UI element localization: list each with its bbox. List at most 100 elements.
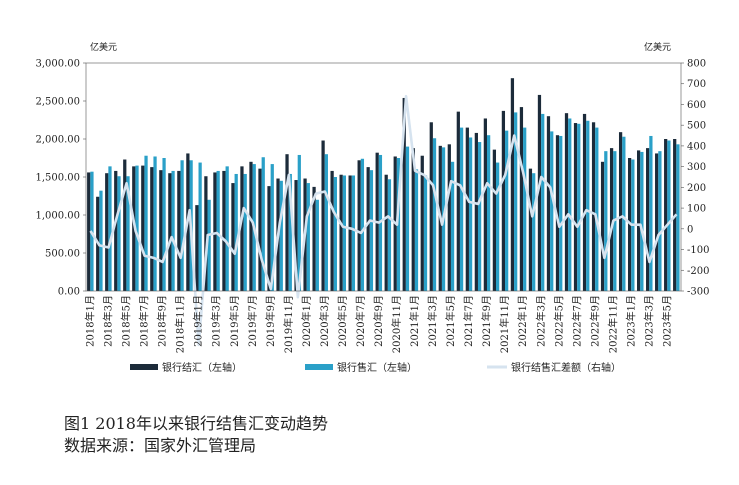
- bar-sales: [468, 137, 473, 291]
- bars: [87, 78, 680, 292]
- x-tick-label: 2020年3月: [318, 295, 331, 347]
- legend-swatch: [305, 364, 333, 370]
- bar-settlement: [465, 127, 469, 291]
- bar-sales: [649, 135, 653, 291]
- bar-sales: [477, 142, 482, 291]
- axes: 0.00 500.00 1,000.00 1,500.00 2,000.00 2,500.…: [35, 59, 709, 354]
- lines: [89, 94, 678, 347]
- bar-sales: [180, 160, 184, 291]
- bar-settlement: [231, 183, 235, 291]
- x-tick-label: 2023年1月: [624, 295, 637, 347]
- bar-sales: [270, 164, 274, 291]
- bar-settlement: [564, 113, 569, 291]
- x-tick-label: 2018年11月: [174, 295, 187, 353]
- bar-settlement: [501, 110, 506, 291]
- bar-settlement: [474, 132, 478, 291]
- bar-settlement: [510, 78, 515, 291]
- x-tick-label: 2020年9月: [372, 295, 385, 347]
- x-tick-label: 2022年9月: [588, 295, 601, 347]
- bar-settlement: [546, 116, 551, 291]
- bar-settlement: [537, 94, 542, 291]
- bar-settlement: [357, 160, 361, 291]
- bar-settlement: [150, 167, 154, 291]
- bar-sales: [360, 158, 365, 291]
- bar-sales: [523, 127, 527, 291]
- bar-sales: [342, 175, 346, 291]
- bar-settlement: [213, 172, 217, 291]
- bar-sales: [162, 158, 166, 291]
- bar-settlement: [411, 148, 415, 291]
- bar-sales: [514, 112, 518, 292]
- bar-sales: [577, 123, 581, 291]
- bar-sales: [315, 199, 319, 291]
- x-tick-label: 2018年1月: [84, 295, 97, 347]
- bar-sales: [279, 180, 283, 291]
- bar-settlement: [384, 174, 388, 291]
- right-tick-label: 400: [687, 141, 706, 152]
- bar-sales: [676, 144, 680, 291]
- bar-sales: [622, 136, 626, 291]
- bar-sales: [261, 157, 265, 291]
- x-tick-label: 2019年7月: [246, 295, 259, 347]
- bar-settlement: [456, 111, 460, 291]
- bar-sales: [423, 175, 428, 291]
- x-tick-label: 2021年1月: [408, 295, 421, 347]
- bar-sales: [658, 151, 662, 291]
- bar-sales: [640, 151, 644, 291]
- bar-settlement: [105, 173, 109, 291]
- bar-sales: [117, 176, 121, 291]
- left-tick-label: 0.00: [58, 287, 80, 298]
- bar-sales: [333, 177, 337, 291]
- bar-settlement: [240, 166, 244, 291]
- left-tick-label: 1,000.00: [35, 211, 80, 222]
- x-tick-label: 2020年5月: [336, 295, 349, 347]
- x-tick-label: 2018年5月: [120, 295, 133, 347]
- bar-sales: [459, 127, 464, 291]
- bar-sales: [450, 161, 455, 291]
- bar-sales: [369, 170, 374, 291]
- x-tick-label: 2023年5月: [661, 295, 674, 347]
- bar-settlement: [339, 174, 343, 291]
- left-tick-label: 500.00: [45, 249, 80, 260]
- bar-sales: [559, 135, 563, 291]
- bar-sales: [108, 166, 112, 291]
- bar-sales: [144, 155, 148, 291]
- x-tick-label: 2021年7月: [462, 295, 475, 347]
- bar-sales: [387, 179, 392, 291]
- bar-sales: [586, 120, 590, 291]
- x-tick-label: 2021年11月: [498, 295, 511, 353]
- bar-settlement: [222, 170, 226, 291]
- bar-sales: [541, 113, 545, 291]
- legend: 银行结汇（左轴） 银行售汇（左轴） 银行结售汇差额（右轴）: [130, 361, 621, 374]
- bar-settlement: [582, 113, 587, 291]
- right-tick-label: -100: [687, 245, 709, 256]
- bar-settlement: [600, 161, 605, 291]
- figure-caption: 图1 2018年以来银行结售汇变动趋势: [64, 414, 328, 433]
- x-tick-label: 2019年11月: [282, 295, 295, 353]
- bar-sales: [99, 190, 103, 291]
- bar-sales: [207, 199, 211, 291]
- bar-sales: [396, 158, 401, 291]
- bar-settlement: [609, 148, 614, 291]
- bar-sales: [234, 173, 238, 291]
- right-axis-unit: 亿美元: [644, 41, 671, 53]
- bar-sales: [225, 166, 229, 291]
- bar-sales: [297, 154, 301, 291]
- legend-label: 银行结汇（左轴）: [162, 361, 242, 374]
- bar-sales: [532, 173, 536, 291]
- x-tick-label: 2018年9月: [156, 295, 169, 347]
- x-tick-label: 2022年7月: [570, 295, 583, 347]
- bar-sales: [216, 170, 220, 291]
- chart: 0.00 500.00 1,000.00 1,500.00 2,000.00 2,500.…: [35, 41, 709, 374]
- right-tick-label: 200: [687, 183, 706, 194]
- bar-settlement: [141, 165, 145, 291]
- bar-settlement: [321, 140, 325, 291]
- bar-sales: [306, 183, 310, 291]
- legend-label: 银行售汇（左轴）: [337, 361, 417, 374]
- bar-settlement: [330, 170, 334, 291]
- bar-settlement: [420, 155, 424, 291]
- bar-settlement: [366, 167, 370, 291]
- legend-swatch: [130, 364, 158, 370]
- x-tick-label: 2021年9月: [480, 295, 493, 347]
- x-tick-label: 2019年3月: [210, 295, 223, 347]
